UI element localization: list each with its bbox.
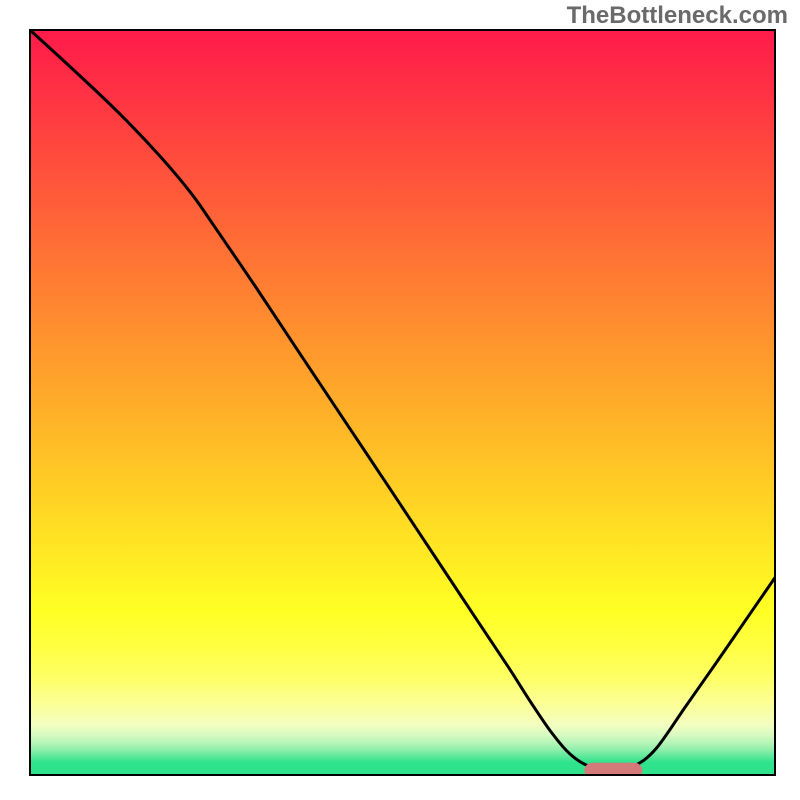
gradient-background (30, 30, 775, 775)
optimal-range-marker (584, 763, 642, 779)
bottleneck-chart (0, 0, 800, 800)
chart-container: TheBottleneck.com (0, 0, 800, 800)
watermark-text: TheBottleneck.com (567, 2, 788, 30)
